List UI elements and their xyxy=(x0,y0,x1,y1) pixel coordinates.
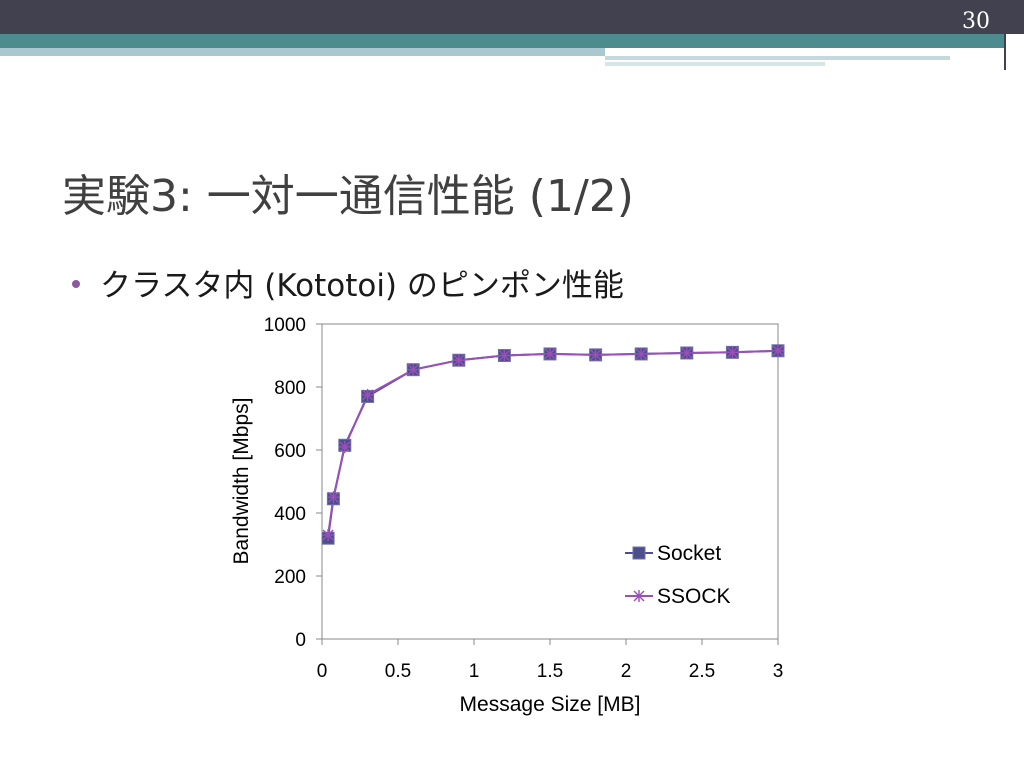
y-axis-label: Bandwidth [Mbps] xyxy=(230,398,253,565)
legend-marker-ssock xyxy=(633,590,645,602)
x-tick-label: 2 xyxy=(621,661,632,682)
data-point-ssock xyxy=(589,348,602,361)
header-band-light xyxy=(0,48,605,56)
data-point-ssock xyxy=(635,347,648,360)
legend: Socket SSOCK xyxy=(625,542,731,608)
x-tick-label: 2.5 xyxy=(689,661,715,682)
header-band-light-2 xyxy=(605,56,950,60)
header-band-divider xyxy=(1004,34,1006,70)
y-tick-label: 800 xyxy=(274,378,306,399)
data-point-ssock xyxy=(498,349,511,362)
y-tick-label: 200 xyxy=(274,567,306,588)
legend-marker-socket xyxy=(632,546,646,560)
header-band-light-3 xyxy=(605,62,825,66)
x-axis-label: Message Size [MB] xyxy=(460,693,641,716)
header-band-dark xyxy=(0,0,1024,34)
axes: 0 200 400 600 800 1000 0 0.5 1 1.5 2 2.5 3 xyxy=(264,315,784,682)
data-point-ssock xyxy=(726,346,739,359)
x-tick-label: 0 xyxy=(317,661,328,682)
x-tick-label: 1 xyxy=(469,661,480,682)
x-tick-label: 1.5 xyxy=(537,661,563,682)
data-point-ssock xyxy=(338,440,351,453)
legend-label: SSOCK xyxy=(657,585,731,608)
y-tick-label: 0 xyxy=(295,630,306,651)
data-point-ssock xyxy=(322,529,335,542)
slide-number: 30 xyxy=(962,9,990,34)
data-point-ssock xyxy=(680,346,693,359)
data-point-ssock xyxy=(772,344,784,357)
legend-label: Socket xyxy=(657,542,721,565)
header-band-teal xyxy=(0,34,1024,48)
y-tick-label: 600 xyxy=(274,441,306,462)
slide-title: 実験3: 一対一通信性能 (1/2) xyxy=(62,171,634,222)
y-tick-label: 400 xyxy=(274,504,306,525)
bullet-dot-icon xyxy=(72,279,80,288)
data-point-ssock xyxy=(327,491,340,504)
data-point-ssock xyxy=(452,354,465,367)
data-point-ssock xyxy=(544,347,556,360)
series-layer xyxy=(321,344,785,545)
data-point-ssock xyxy=(361,388,374,401)
series-line-ssock xyxy=(327,349,779,536)
x-tick-label: 0.5 xyxy=(385,661,411,682)
y-tick-label: 1000 xyxy=(264,315,306,336)
bullet-text: クラスタ内 (Kototoi) のピンポン性能 xyxy=(100,268,624,304)
bullet-item: クラスタ内 (Kototoi) のピンポン性能 xyxy=(72,260,624,305)
data-point-ssock xyxy=(407,363,420,376)
header-band-gap xyxy=(1004,34,1024,70)
x-tick-label: 3 xyxy=(773,661,784,682)
